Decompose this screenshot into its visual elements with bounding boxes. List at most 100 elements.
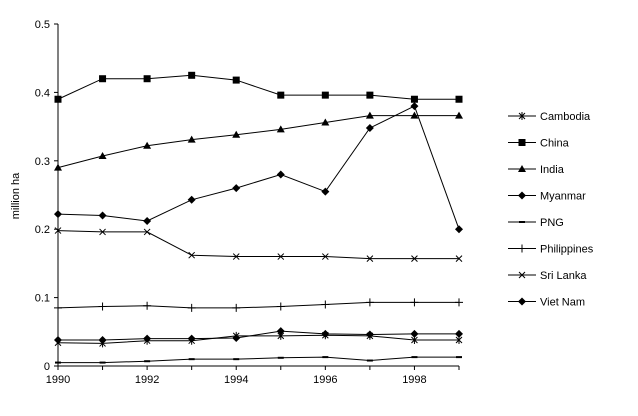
data-point-png [55,361,61,364]
data-point-png [366,359,373,362]
data-point-philippines [321,300,330,309]
data-point-india [143,141,152,149]
legend-marker [518,297,526,306]
data-point-china [455,95,463,103]
data-point-philippines [143,301,152,310]
series-china [54,71,463,103]
data-point-india [187,135,196,143]
data-point-india [98,152,107,160]
legend-item-cambodia: Cambodia [508,111,591,123]
legend-label: Viet Nam [540,297,585,309]
data-point-china [188,71,196,79]
legend-item-png: PNG [508,217,564,229]
legend-marker [518,244,526,253]
data-point-viet-nam [187,195,196,204]
y-tick-label: 0.2 [35,224,50,236]
data-point-india [321,118,330,126]
series-line-india [57,115,459,169]
legend-item-sri-lanka: Sri Lanka [508,270,587,282]
data-point-viet-nam [143,216,152,225]
data-point-china [143,75,151,83]
legend-marker [518,112,526,120]
legend-label: India [540,164,565,176]
data-point-myanmar [321,329,330,338]
data-point-myanmar [54,336,62,345]
data-point-sri-lanka [232,253,240,260]
series-line-philippines [57,301,459,309]
data-point-myanmar [365,330,374,339]
data-point-myanmar [187,334,196,343]
y-tick-label: 0.5 [35,19,50,31]
data-point-viet-nam [276,170,285,179]
data-point-myanmar [455,329,463,338]
data-point-philippines [276,302,285,311]
data-point-china [366,91,374,99]
data-point-india [410,111,419,119]
series-line-sri-lanka [57,230,459,260]
data-point-philippines [54,303,62,312]
series-myanmar [54,327,463,345]
data-point-viet-nam [54,210,62,219]
legend-marker [518,165,526,172]
legend-marker [518,139,526,146]
data-point-png [322,356,329,359]
axes: 0 0.1 0.2 0.3 0.4 0.5 1990 1992 1994 1996 1998 [35,19,460,386]
series-line-png [58,356,459,364]
data-point-viet-nam [321,187,330,196]
data-point-sri-lanka [99,228,106,236]
data-point-china [321,91,329,99]
legend-item-myanmar: Myanmar [508,191,586,203]
data-point-viet-nam [410,102,419,111]
x-tick-label: 1996 [313,374,337,386]
series-philippines [54,298,463,312]
legend-label: Cambodia [540,111,591,123]
data-point-india [54,163,62,171]
legend-label: PNG [540,217,564,229]
data-point-philippines [232,303,241,312]
series-line-china [57,74,459,100]
series-line-myanmar [58,330,459,341]
data-point-china [277,91,285,99]
data-point-china [232,76,240,84]
data-point-png [233,358,240,361]
data-point-png [144,360,151,363]
data-point-philippines [410,298,419,307]
y-tick-label: 0.1 [35,293,50,305]
data-point-viet-nam [232,184,241,193]
data-point-myanmar [276,327,285,336]
y-tick-label: 0 [44,361,50,373]
data-point-sri-lanka [54,227,62,234]
data-point-sri-lanka [366,255,374,262]
legend-label: China [540,138,570,150]
legend-marker [518,271,526,279]
x-tick-label: 1998 [402,374,426,386]
series-viet-nam [54,102,463,234]
data-point-myanmar [98,336,107,345]
y-axis-label: million ha [10,172,22,219]
series-sri-lanka [54,227,463,262]
data-point-india [232,130,241,138]
legend-label: Sri Lanka [540,270,587,282]
data-point-china [99,75,107,83]
data-point-myanmar [410,329,419,338]
legend-item-philippines: Philippines [508,244,594,256]
x-tick-label: 1990 [46,374,70,386]
data-point-png [99,361,106,364]
series-india [54,111,463,171]
data-point-china [54,95,62,103]
legend-label: Myanmar [540,191,586,203]
data-point-sri-lanka [321,253,329,260]
data-point-philippines [187,303,196,312]
data-point-png [411,356,418,359]
data-point-myanmar [143,334,152,343]
legend-label: Philippines [540,244,594,256]
x-tick-label: 1992 [135,374,159,386]
data-point-viet-nam [365,123,374,132]
data-point-sri-lanka [143,228,151,236]
data-point-myanmar [232,333,241,342]
data-point-viet-nam [98,211,107,220]
data-point-philippines [98,302,107,311]
series-line-viet-nam [57,105,460,230]
x-tick-label: 1994 [224,374,248,386]
data-point-sri-lanka [455,255,463,262]
